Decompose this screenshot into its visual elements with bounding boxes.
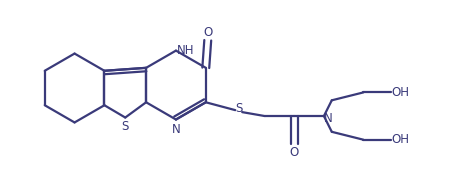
Text: S: S [236,102,243,115]
Text: NH: NH [177,44,195,57]
Text: OH: OH [392,86,410,99]
Text: N: N [171,123,180,136]
Text: O: O [203,26,212,39]
Text: O: O [290,146,299,159]
Text: OH: OH [392,133,410,146]
Text: S: S [122,120,129,133]
Text: N: N [324,112,332,125]
